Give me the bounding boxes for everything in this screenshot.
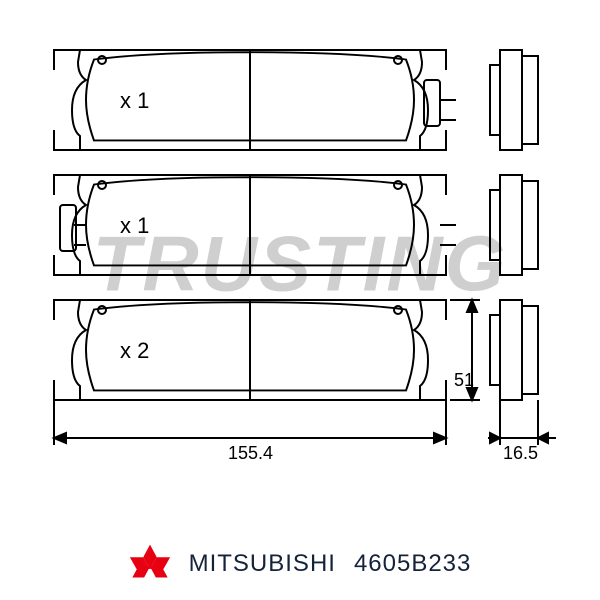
- mitsubishi-logo-icon: [129, 543, 171, 585]
- pad-qty-1: x 1: [120, 88, 149, 114]
- dim-thickness-label: 16.5: [503, 443, 538, 464]
- technical-drawing-svg: [0, 0, 600, 520]
- pad-qty-3: x 2: [120, 338, 149, 364]
- part-number-label: 4605B233: [354, 550, 471, 578]
- manufacturer-label: MITSUBISHI: [189, 550, 336, 578]
- dim-width-label: 155.4: [228, 443, 273, 464]
- footer: MITSUBISHI 4605B233: [0, 528, 600, 600]
- diagram-canvas: TRUSTING: [0, 0, 600, 600]
- pad-qty-2: x 1: [120, 213, 149, 239]
- dim-height-label: 51: [454, 370, 474, 391]
